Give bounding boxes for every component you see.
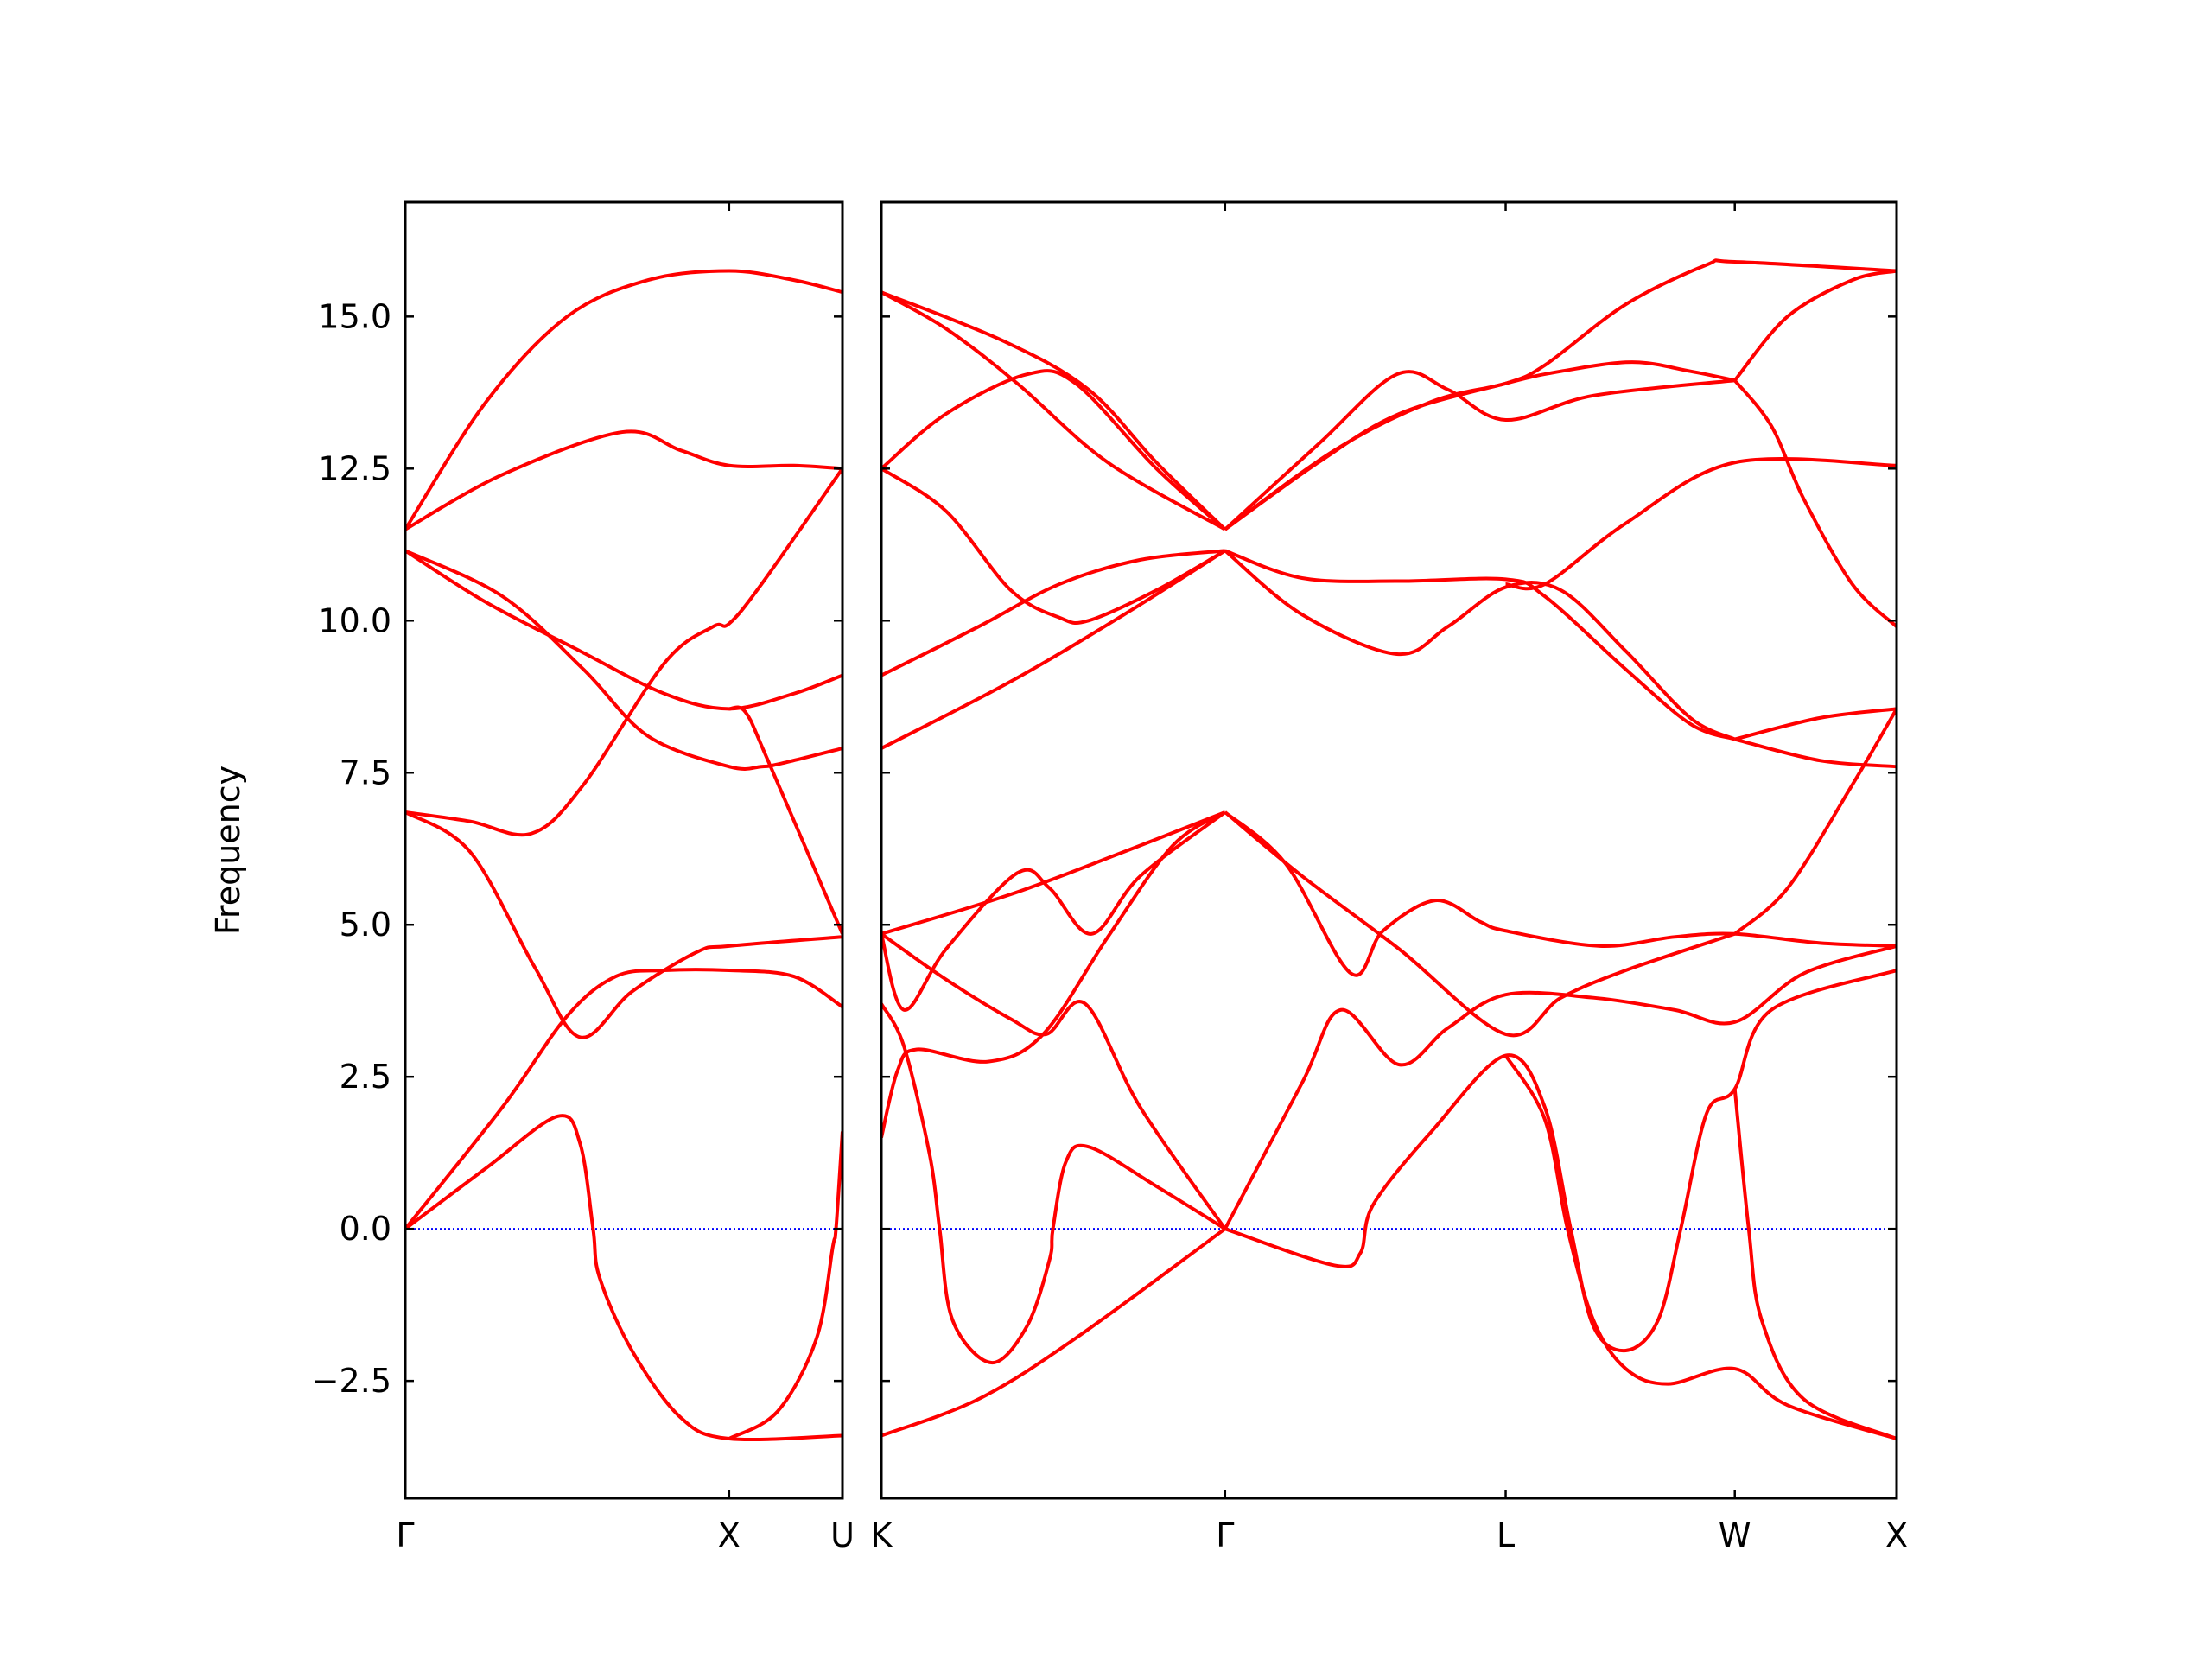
y-tick-label: 10.0 [318, 601, 391, 639]
band-line [881, 549, 1225, 677]
band-line [1503, 1054, 1897, 1440]
band-line [1224, 360, 1736, 531]
band-line [881, 932, 1227, 1230]
y-tick-label: 12.5 [318, 449, 391, 487]
band-line [881, 1227, 1226, 1438]
band-line [881, 810, 1226, 1012]
y-tick-label: 0.0 [340, 1210, 391, 1248]
band-line [881, 1002, 1226, 1365]
band-line [728, 705, 842, 935]
x-tick-label: Γ [1216, 1516, 1234, 1554]
band-line [881, 810, 1226, 1139]
band-line [881, 290, 1227, 531]
x-tick-label: L [1497, 1516, 1515, 1554]
x-tick-label: X [1885, 1516, 1908, 1554]
band-line [728, 1131, 842, 1440]
band-line [405, 467, 842, 837]
y-axis-label: Frequency [209, 766, 247, 935]
band-line [1224, 370, 1735, 531]
band-line [1733, 378, 1897, 628]
y-tick-label: 15.0 [318, 297, 391, 335]
band-line [1733, 708, 1897, 936]
band-line [405, 549, 842, 711]
x-tick-label: K [871, 1516, 893, 1554]
band-line [405, 1114, 842, 1442]
y-tick-label: 5.0 [340, 906, 391, 944]
axes-frame [404, 200, 844, 1500]
band-line [1733, 269, 1897, 382]
y-tick-label: 2.5 [340, 1058, 391, 1096]
axes-frame [880, 200, 1898, 1500]
band-line [405, 810, 842, 1039]
band-line [1224, 944, 1897, 1230]
band-line [1224, 810, 1736, 1038]
band-line [1734, 737, 1897, 769]
band-line [881, 549, 1226, 750]
band-line [1224, 549, 1736, 741]
x-tick-label: X [718, 1516, 741, 1554]
y-tick-label: −2.5 [312, 1362, 391, 1400]
y-tick-label: 7.5 [340, 753, 391, 791]
x-tick-label: U [830, 1516, 855, 1554]
band-line [1505, 456, 1897, 591]
band-line [881, 369, 1227, 531]
band-line [1224, 549, 1736, 741]
band-line [405, 968, 842, 1230]
band-line [1224, 258, 1897, 531]
band-line [881, 810, 1226, 936]
band-line [881, 467, 1226, 626]
band-line [405, 429, 842, 531]
x-tick-label: W [1719, 1516, 1751, 1554]
band-line [405, 269, 842, 531]
band-line [1224, 810, 1897, 977]
band-line [405, 549, 842, 771]
band-line [881, 290, 1226, 531]
x-tick-label: Γ [396, 1516, 414, 1554]
band-line [1732, 1089, 1897, 1440]
band-line [1734, 707, 1897, 741]
